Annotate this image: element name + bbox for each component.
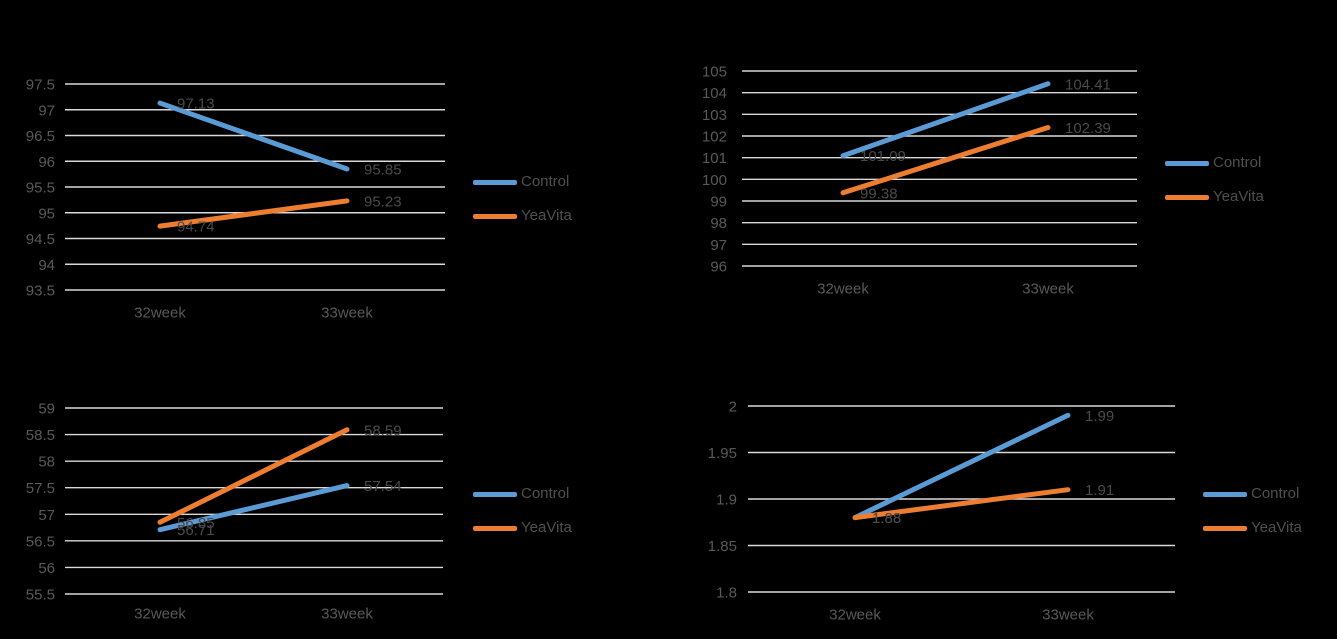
data-label: 104.41 (1065, 76, 1111, 93)
legend-item-control: Control (473, 172, 572, 192)
y-tick-label: 58 (38, 454, 55, 471)
series-line-yeavita (157, 198, 350, 229)
y-tick-label: 96 (38, 154, 55, 171)
data-label: 1.88 (872, 510, 901, 527)
data-label: 101.09 (860, 148, 906, 165)
y-tick-label: 100 (702, 172, 727, 189)
y-tick-label: 99 (710, 194, 727, 211)
series-line-yeavita (840, 125, 1051, 196)
legend-item-control: Control (1165, 153, 1264, 173)
legend-top-right: Control YeaVita (1165, 153, 1264, 207)
y-tick-label: 97.5 (26, 77, 55, 94)
series-line-control (852, 412, 1071, 521)
y-tick-label: 1.9 (716, 492, 737, 509)
legend-item-yeavita: YeaVita (473, 518, 572, 538)
data-label: 57.54 (364, 478, 402, 495)
legend-label-yeavita: YeaVita (1251, 519, 1302, 536)
x-axis-label: 33week (1042, 607, 1094, 624)
y-tick-label: 105 (702, 64, 727, 81)
y-tick-label: 56 (38, 560, 55, 577)
data-label: 1.88 (872, 510, 901, 527)
x-axis-label: 32week (817, 281, 869, 298)
data-label: 56.71 (177, 522, 215, 539)
y-tick-label: 94.5 (26, 231, 55, 248)
y-tick-label: 102 (702, 129, 727, 146)
data-label: 56.85 (177, 515, 215, 532)
y-tick-label: 2 (729, 399, 737, 416)
control-line-swatch (473, 179, 517, 185)
x-axis-label: 33week (1022, 281, 1074, 298)
legend-item-yeavita: YeaVita (473, 206, 572, 226)
y-tick-label: 95.5 (26, 180, 55, 197)
data-label: 94.74 (177, 219, 215, 236)
legend-top-left: Control YeaVita (473, 172, 572, 226)
control-line-swatch (1165, 160, 1209, 166)
y-tick-label: 1.8 (716, 585, 737, 602)
data-label: 1.91 (1085, 482, 1114, 499)
x-axis-label: 32week (134, 305, 186, 322)
y-tick-label: 97 (710, 237, 727, 254)
control-line-swatch (1203, 491, 1247, 497)
y-tick-label: 57 (38, 507, 55, 524)
yeavita-line-swatch (1165, 194, 1209, 200)
legend-label-control: Control (521, 173, 570, 190)
yeavita-line-swatch (473, 525, 517, 531)
data-label: 99.38 (860, 185, 898, 202)
legend-item-control: Control (1203, 484, 1302, 504)
y-tick-label: 101 (702, 150, 727, 167)
y-tick-label: 96.5 (26, 128, 55, 145)
y-tick-label: 95 (38, 205, 55, 222)
y-tick-label: 1.95 (708, 445, 737, 462)
y-tick-label: 1.85 (708, 538, 737, 555)
y-tick-label: 104 (702, 85, 727, 102)
series-line-yeavita (157, 427, 350, 525)
data-label: 58.59 (364, 422, 402, 439)
data-label: 95.85 (364, 161, 402, 178)
data-label: 1.99 (1085, 408, 1114, 425)
legend-item-control: Control (473, 484, 572, 504)
yeavita-line-swatch (1203, 525, 1247, 531)
y-tick-label: 57.5 (26, 480, 55, 497)
legend-label-control: Control (521, 485, 570, 502)
y-tick-label: 98 (710, 215, 727, 232)
series-line-control (157, 100, 350, 172)
y-tick-label: 94 (38, 257, 55, 274)
y-tick-label: 96 (710, 259, 727, 276)
yeavita-line-swatch (473, 213, 517, 219)
x-axis-label: 32week (829, 607, 881, 624)
data-label: 95.23 (364, 193, 402, 210)
y-tick-label: 58.5 (26, 427, 55, 444)
y-tick-label: 103 (702, 107, 727, 124)
legend-item-yeavita: YeaVita (1203, 518, 1302, 538)
y-tick-label: 56.5 (26, 533, 55, 550)
legend-bottom-right: Control YeaVita (1203, 484, 1302, 538)
legend-label-control: Control (1251, 485, 1300, 502)
y-tick-label: 59 (38, 401, 55, 418)
series-line-yeavita (852, 487, 1071, 521)
series-line-control (157, 483, 350, 533)
data-label: 102.39 (1065, 120, 1111, 137)
legend-label-yeavita: YeaVita (521, 207, 572, 224)
x-axis-label: 33week (321, 305, 373, 322)
legend-bottom-left: Control YeaVita (473, 484, 572, 538)
legend-label-yeavita: YeaVita (521, 519, 572, 536)
x-axis-label: 32week (134, 606, 186, 623)
y-tick-label: 93.5 (26, 283, 55, 300)
series-line-control (840, 81, 1051, 159)
control-line-swatch (473, 491, 517, 497)
y-tick-label: 97 (38, 102, 55, 119)
legend-label-control: Control (1213, 154, 1262, 171)
x-axis-label: 33week (321, 606, 373, 623)
y-tick-label: 55.5 (26, 587, 55, 604)
legend-item-yeavita: YeaVita (1165, 187, 1264, 207)
legend-label-yeavita: YeaVita (1213, 188, 1264, 205)
data-label: 97.13 (177, 96, 215, 113)
